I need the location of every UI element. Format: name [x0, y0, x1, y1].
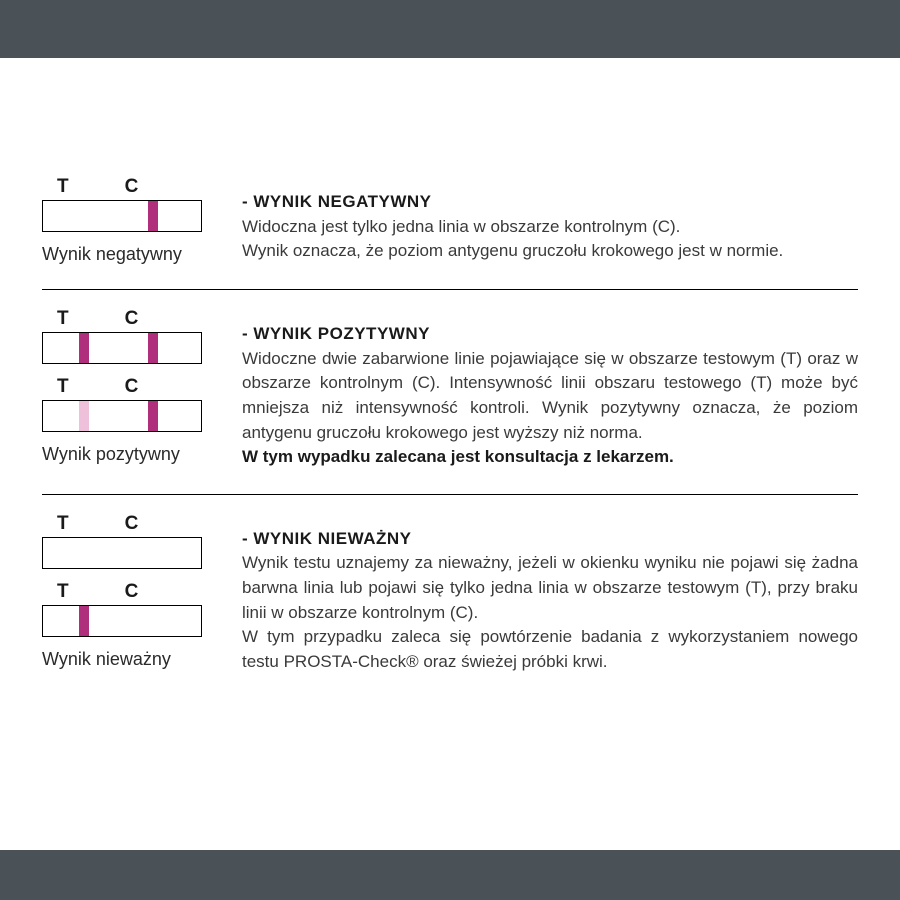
- t-line: [79, 333, 89, 363]
- label-t: T: [57, 581, 69, 603]
- result-title: - WYNIK POZYTYWNY: [242, 324, 430, 343]
- strip-group: T C: [42, 176, 212, 232]
- result-bold-tail: W tym wypadku zalecana jest konsultacja …: [242, 447, 674, 466]
- caption-invalid: Wynik nieważny: [42, 649, 212, 670]
- result-title: - WYNIK NIEWAŻNY: [242, 529, 412, 548]
- strip-group: T C: [42, 513, 212, 569]
- illustration-negative: T C Wynik negatywny: [42, 176, 212, 265]
- strip-group: T C: [42, 581, 212, 637]
- illustration-positive: T C T C Wynik pozytywny: [42, 308, 212, 465]
- result-body: Widoczne dwie zabarwione linie pojawiają…: [242, 349, 858, 442]
- section-positive: T C T C Wynik pozytywny - WYNIK POZYTYWN…: [42, 290, 858, 494]
- label-t: T: [57, 376, 69, 398]
- label-t: T: [57, 308, 69, 330]
- result-body: Wynik testu uznajemy za nieważny, jeżeli…: [242, 553, 858, 671]
- t-line: [79, 606, 89, 636]
- test-strip: [42, 332, 202, 364]
- caption-positive: Wynik pozytywny: [42, 444, 212, 465]
- t-line: [79, 401, 89, 431]
- tc-labels: T C: [42, 308, 212, 330]
- result-title: - WYNIK NEGATYWNY: [242, 192, 432, 211]
- description-invalid: - WYNIK NIEWAŻNY Wynik testu uznajemy za…: [242, 513, 858, 675]
- description-negative: - WYNIK NEGATYWNY Widoczna jest tylko je…: [242, 176, 858, 264]
- description-positive: - WYNIK POZYTYWNY Widoczne dwie zabarwio…: [242, 308, 858, 470]
- test-strip: [42, 537, 202, 569]
- tc-labels: T C: [42, 376, 212, 398]
- label-c: C: [125, 176, 139, 198]
- test-strip: [42, 200, 202, 232]
- section-negative: T C Wynik negatywny - WYNIK NEGATYWNY Wi…: [42, 158, 858, 289]
- label-t: T: [57, 176, 69, 198]
- illustration-invalid: T C T C Wynik nieważny: [42, 513, 212, 670]
- strip-group: T C: [42, 308, 212, 364]
- test-strip: [42, 400, 202, 432]
- label-c: C: [125, 513, 139, 535]
- label-t: T: [57, 513, 69, 535]
- strip-group: T C: [42, 376, 212, 432]
- document-page: T C Wynik negatywny - WYNIK NEGATYWNY Wi…: [0, 58, 900, 850]
- section-invalid: T C T C Wynik nieważny - WYNIK NIEWAŻNY …: [42, 495, 858, 699]
- tc-labels: T C: [42, 176, 212, 198]
- label-c: C: [125, 581, 139, 603]
- c-line: [148, 333, 158, 363]
- c-line: [148, 201, 158, 231]
- c-line: [148, 401, 158, 431]
- test-strip: [42, 605, 202, 637]
- tc-labels: T C: [42, 581, 212, 603]
- result-body: Widoczna jest tylko jedna linia w obszar…: [242, 217, 783, 261]
- label-c: C: [125, 376, 139, 398]
- tc-labels: T C: [42, 513, 212, 535]
- caption-negative: Wynik negatywny: [42, 244, 212, 265]
- label-c: C: [125, 308, 139, 330]
